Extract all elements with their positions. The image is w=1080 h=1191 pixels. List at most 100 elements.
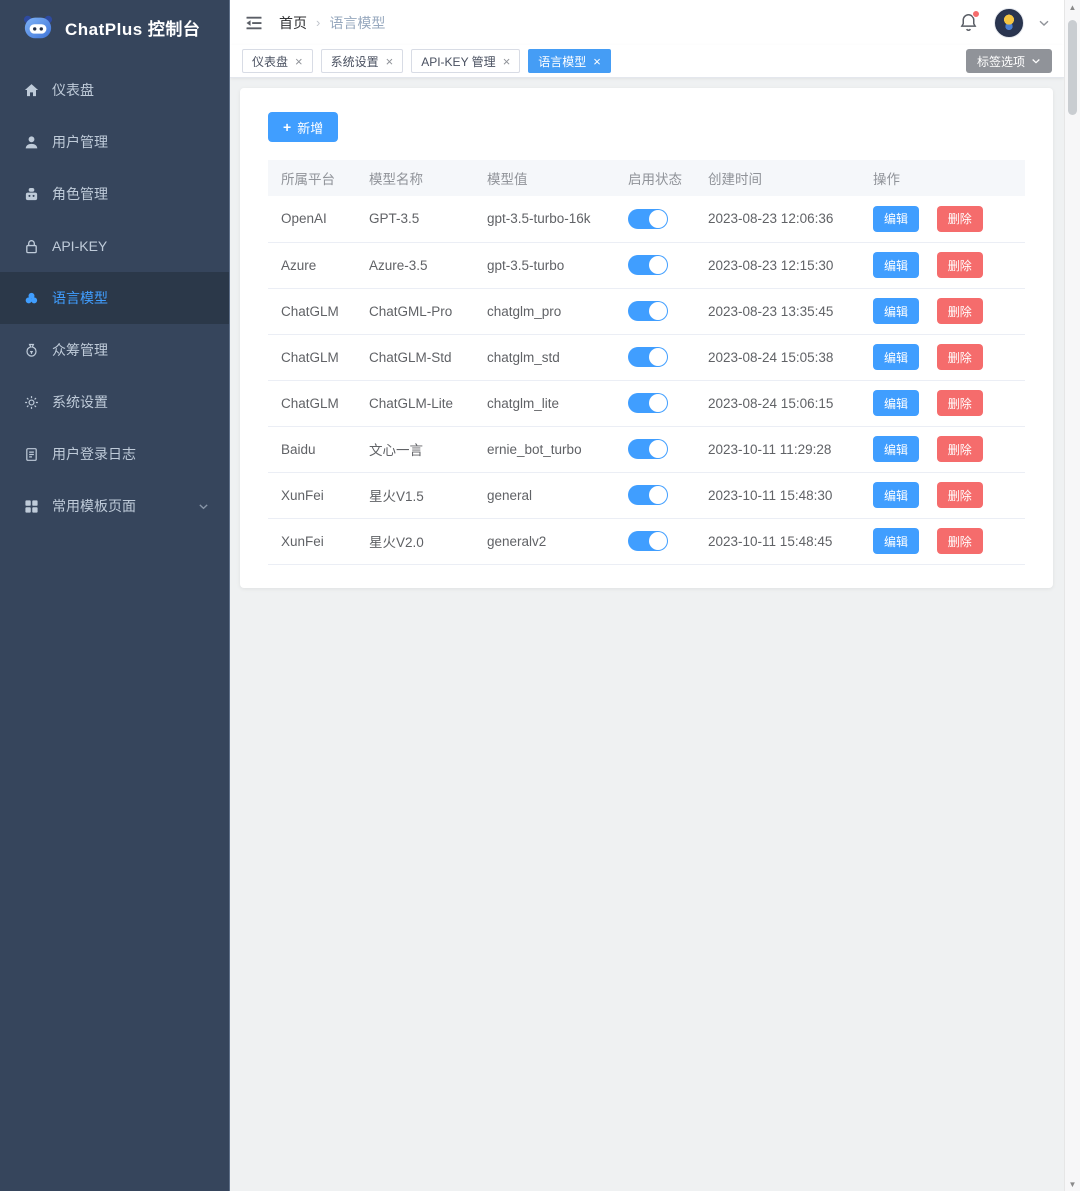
- sidebar-item-settings[interactable]: 系统设置: [0, 376, 229, 428]
- table-row: ChatGLM ChatGLM-Std chatglm_std 2023-08-…: [268, 334, 1025, 381]
- delete-button[interactable]: 删除: [936, 205, 983, 232]
- tab-label: 仪表盘: [252, 54, 289, 69]
- cell-platform: XunFei: [268, 518, 356, 565]
- toggle-knob: [649, 348, 667, 366]
- cell-model-name: 星火V1.5: [356, 472, 474, 519]
- cell-model-value: gpt-3.5-turbo: [474, 242, 615, 289]
- delete-button[interactable]: 删除: [936, 252, 983, 278]
- delete-button[interactable]: 删除: [936, 390, 983, 416]
- dashboard-icon: [24, 83, 39, 98]
- breadcrumb-home[interactable]: 首页: [279, 14, 307, 31]
- tag-options-button[interactable]: 标签选项: [965, 49, 1052, 73]
- robot-logo-icon: [22, 12, 54, 42]
- cell-model-name: GPT-3.5: [356, 196, 474, 243]
- delete-button[interactable]: 删除: [936, 528, 983, 554]
- enable-toggle[interactable]: [628, 208, 668, 229]
- close-icon[interactable]: ×: [295, 53, 303, 69]
- col-enabled-status: 启用状态: [615, 160, 695, 196]
- table-row: XunFei 星火V1.5 general 2023-10-11 15:48:3…: [268, 472, 1025, 519]
- cell-created-time: 2023-08-23 12:15:30: [695, 242, 860, 289]
- add-model-button[interactable]: + 新增: [268, 112, 339, 142]
- table-row: ChatGLM ChatGML-Pro chatglm_pro 2023-08-…: [268, 288, 1025, 335]
- cell-model-value: chatglm_lite: [474, 380, 615, 427]
- col-model-value: 模型值: [474, 160, 615, 196]
- edit-button[interactable]: 编辑: [873, 298, 920, 324]
- sidebar-item-login-log[interactable]: 用户登录日志: [0, 428, 229, 480]
- role-robot-icon: [24, 187, 39, 202]
- enable-toggle[interactable]: [628, 255, 668, 275]
- edit-button[interactable]: 编辑: [873, 390, 920, 416]
- scroll-down-icon[interactable]: ▼: [1068, 1179, 1077, 1189]
- enable-toggle[interactable]: [628, 531, 668, 551]
- edit-button[interactable]: 编辑: [873, 436, 920, 462]
- log-icon: [24, 447, 39, 462]
- sidebar: ChatPlus 控制台 仪表盘 用户管理 角色管理 API-KEY: [0, 0, 230, 1191]
- content-area: + 新增 所属平台 模型名称 模型值 启用状态 创建时间 操作 OpenAI: [230, 78, 1064, 1191]
- sidebar-item-dashboard[interactable]: 仪表盘: [0, 64, 229, 116]
- sidebar-collapse-icon[interactable]: [244, 13, 264, 33]
- edit-button[interactable]: 编辑: [873, 252, 920, 278]
- topbar-right: [958, 7, 1050, 38]
- close-icon[interactable]: ×: [502, 53, 511, 69]
- edit-button[interactable]: 编辑: [873, 528, 920, 554]
- delete-button[interactable]: 删除: [936, 298, 983, 324]
- main-area: 首页 › 语言模型 仪表盘 × 系统设置 ×: [230, 0, 1064, 1191]
- edit-button[interactable]: 编辑: [873, 482, 920, 508]
- top-navbar: 首页 › 语言模型: [230, 0, 1064, 45]
- edit-button[interactable]: 编辑: [873, 205, 920, 232]
- scrollbar-thumb[interactable]: [1068, 20, 1077, 115]
- enable-toggle[interactable]: [628, 485, 668, 505]
- table-row: Azure Azure-3.5 gpt-3.5-turbo 2023-08-23…: [268, 242, 1025, 289]
- cell-created-time: 2023-08-24 15:05:38: [695, 334, 860, 381]
- cell-model-name: Azure-3.5: [356, 242, 474, 289]
- model-table-body: OpenAI GPT-3.5 gpt-3.5-turbo-16k 2023-08…: [268, 196, 1025, 565]
- chevron-down-icon: [198, 501, 209, 512]
- scroll-up-icon[interactable]: ▲: [1068, 2, 1077, 12]
- sidebar-item-users[interactable]: 用户管理: [0, 116, 229, 168]
- sidebar-item-label: 众筹管理: [52, 342, 108, 358]
- cell-created-time: 2023-08-24 15:06:15: [695, 380, 860, 427]
- enable-toggle[interactable]: [628, 347, 668, 367]
- delete-button[interactable]: 删除: [936, 344, 983, 370]
- vertical-scrollbar[interactable]: ▲ ▼: [1064, 0, 1080, 1191]
- enable-toggle[interactable]: [628, 301, 668, 321]
- money-bag-icon: [24, 343, 39, 358]
- cell-created-time: 2023-08-23 13:35:45: [695, 288, 860, 335]
- cell-platform: ChatGLM: [268, 334, 356, 381]
- tab-label: 系统设置: [330, 54, 379, 69]
- tab-label: 语言模型: [538, 54, 587, 69]
- tab-system-settings[interactable]: 系统设置 ×: [320, 49, 404, 73]
- sidebar-item-label: API-KEY: [52, 238, 108, 254]
- cell-platform: OpenAI: [268, 196, 356, 243]
- edit-button[interactable]: 编辑: [873, 344, 920, 370]
- user-menu-chevron-icon[interactable]: [1038, 17, 1050, 29]
- plus-icon: +: [283, 119, 292, 135]
- delete-button[interactable]: 删除: [936, 482, 983, 508]
- delete-button[interactable]: 删除: [936, 436, 983, 462]
- cell-model-name: 文心一言: [356, 426, 474, 473]
- enable-toggle[interactable]: [628, 439, 668, 459]
- model-table: 所属平台 模型名称 模型值 启用状态 创建时间 操作 OpenAI GPT-3.…: [268, 160, 1025, 565]
- sidebar-item-language-models[interactable]: 语言模型: [0, 272, 229, 324]
- sidebar-item-roles[interactable]: 角色管理: [0, 168, 229, 220]
- sidebar-item-template-pages[interactable]: 常用模板页面: [0, 480, 229, 532]
- close-icon[interactable]: ×: [593, 53, 601, 69]
- user-icon: [24, 135, 39, 150]
- close-icon[interactable]: ×: [385, 53, 394, 69]
- language-model-icon: [24, 291, 39, 306]
- cell-created-time: 2023-10-11 15:48:30: [695, 472, 860, 519]
- sidebar-item-apikey[interactable]: API-KEY: [0, 220, 229, 272]
- toggle-knob: [649, 256, 667, 274]
- cell-model-value: gpt-3.5-turbo-16k: [474, 196, 615, 243]
- tab-apikey-management[interactable]: API-KEY 管理 ×: [411, 49, 521, 73]
- sidebar-item-crowdfunding[interactable]: 众筹管理: [0, 324, 229, 376]
- tab-language-models[interactable]: 语言模型 ×: [528, 49, 611, 73]
- cell-model-name: 星火V2.0: [356, 518, 474, 565]
- tab-dashboard[interactable]: 仪表盘 ×: [242, 49, 313, 73]
- enable-toggle[interactable]: [628, 393, 668, 413]
- table-row: ChatGLM ChatGLM-Lite chatglm_lite 2023-0…: [268, 380, 1025, 427]
- notification-bell-icon[interactable]: [958, 9, 980, 34]
- toggle-knob: [649, 532, 667, 550]
- avatar[interactable]: [994, 7, 1024, 38]
- cell-model-name: ChatGLM-Lite: [356, 380, 474, 427]
